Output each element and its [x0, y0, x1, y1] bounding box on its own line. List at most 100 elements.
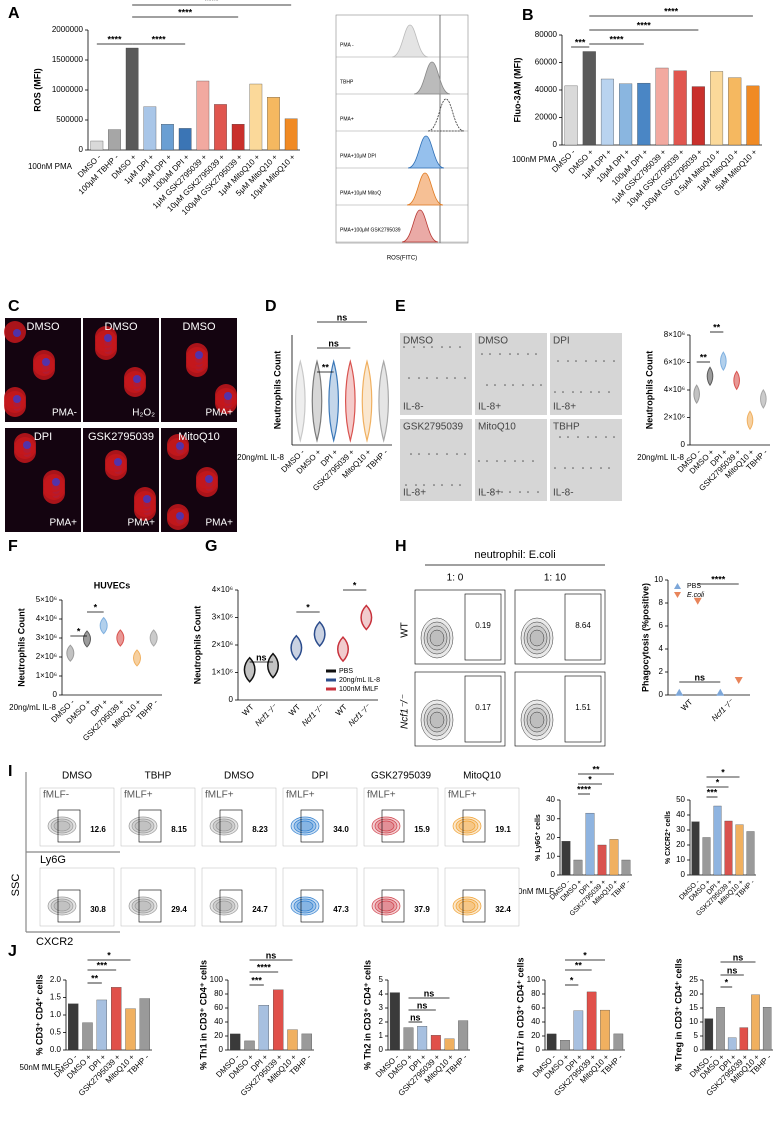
bar: [287, 1029, 298, 1051]
gate-value: 30.8: [90, 905, 106, 914]
flow-axis-label: SSC: [10, 874, 22, 897]
micrograph-treatment: DMSO: [27, 321, 60, 333]
significance-label: ns: [266, 950, 277, 960]
y-tick-label: 10: [676, 855, 685, 864]
significance-label: ns: [337, 312, 348, 322]
histogram-label: PMA+10μM MitoQ: [340, 190, 381, 196]
bar: [229, 1033, 241, 1051]
flow-plot: [363, 867, 439, 927]
flow-plot: [282, 787, 358, 847]
gate: [462, 889, 486, 923]
significance-label: ns: [256, 652, 267, 662]
contour: [371, 816, 401, 836]
cell-dot: [564, 467, 566, 469]
violin-shape: [311, 359, 323, 443]
cell-dot: [405, 484, 407, 486]
bar: [724, 820, 733, 876]
bar: [284, 118, 298, 151]
migration-image: [550, 419, 622, 501]
migration-condition: IL-8-: [403, 402, 424, 413]
histogram-label: PMA+: [340, 116, 354, 122]
flow-plot: [363, 787, 439, 847]
y-tick-label: 500000: [56, 115, 83, 124]
contour: [209, 816, 239, 836]
gate-value: 8.15: [171, 825, 187, 834]
bar: [161, 124, 174, 151]
y-tick-label: 20: [546, 833, 555, 842]
cell-dot: [535, 353, 537, 355]
gate-value: 0.17: [475, 703, 491, 712]
flow-condition: fMLF+: [286, 790, 315, 801]
violin: [116, 629, 125, 647]
bar: [417, 1026, 428, 1051]
y-tick-label: 0: [694, 1045, 699, 1054]
cell-dot: [415, 484, 417, 486]
gate-value: 1.51: [575, 703, 591, 712]
cell-dot: [464, 377, 466, 379]
cell-dot: [431, 346, 433, 348]
nucleus: [176, 442, 184, 450]
bar: [691, 86, 705, 146]
significance-label: ****: [664, 6, 679, 16]
cell-dot: [590, 391, 592, 393]
cell-dot: [413, 346, 415, 348]
contour: [47, 896, 77, 916]
flow-title: neutrophil: E.coli: [474, 549, 555, 561]
bar: [573, 859, 583, 876]
cell-dot: [522, 384, 524, 386]
flow-axis-label: Ly6G: [40, 854, 66, 866]
y-tick-label: 60000: [535, 58, 558, 67]
cell-dot: [481, 353, 483, 355]
panel-letter: D: [265, 298, 277, 315]
histogram-x-label: ROS(FITC): [387, 256, 417, 262]
gate-value: 12.6: [90, 825, 106, 834]
contour: [296, 820, 314, 832]
cell-dot: [496, 460, 498, 462]
significance-label: *: [94, 602, 98, 612]
flow-condition: fMLF+: [367, 790, 396, 801]
contour: [423, 621, 451, 655]
cell-dot: [489, 353, 491, 355]
micrograph-condition: PMA-: [52, 408, 77, 419]
cell-dot: [554, 467, 556, 469]
significance-label: *: [107, 950, 111, 960]
y-tick-label: 10: [546, 851, 555, 860]
contour: [215, 900, 233, 912]
y-axis-label: % Th17 in CD3⁺ CD4⁺ cells: [515, 957, 525, 1072]
significance-label: ns: [410, 1012, 421, 1022]
bar: [613, 1033, 624, 1051]
cell-dot: [418, 453, 420, 455]
significance-label: ****: [107, 34, 122, 44]
y-axis-label: % CXCR2⁺ cells: [665, 811, 672, 864]
contour: [47, 816, 77, 836]
contour: [426, 625, 448, 651]
x-row-label: 100nM PMA: [28, 162, 73, 171]
bar: [430, 1035, 441, 1051]
histogram-curve: [406, 172, 444, 206]
gate: [564, 675, 602, 743]
x-tick-label: WT: [287, 702, 302, 717]
cell-dot: [608, 391, 610, 393]
contour: [429, 629, 445, 647]
migration-condition: IL-8+: [478, 402, 501, 413]
nucleus: [205, 475, 213, 483]
y-tick-label: 0: [219, 1045, 224, 1054]
gate: [381, 889, 405, 923]
migration-treatment: DPI: [553, 336, 570, 347]
significance-label: ****: [610, 34, 625, 44]
bar: [178, 128, 192, 151]
gate: [219, 889, 243, 923]
y-axis-label: % Th2 in CD3⁺ CD4⁺ cells: [362, 960, 372, 1070]
y-tick-label: 20: [214, 1031, 223, 1040]
flow-plot: [444, 787, 520, 847]
y-tick-label: 8×10⁶: [664, 330, 685, 339]
gate-value: 47.3: [333, 905, 349, 914]
significance-label: ***: [97, 960, 108, 970]
violin: [243, 656, 256, 683]
cell-dot: [456, 453, 458, 455]
contour: [526, 625, 548, 651]
cell-dot: [441, 346, 443, 348]
bar: [546, 1033, 557, 1051]
cell-dot: [567, 436, 569, 438]
micrograph-treatment: DPI: [34, 431, 52, 443]
